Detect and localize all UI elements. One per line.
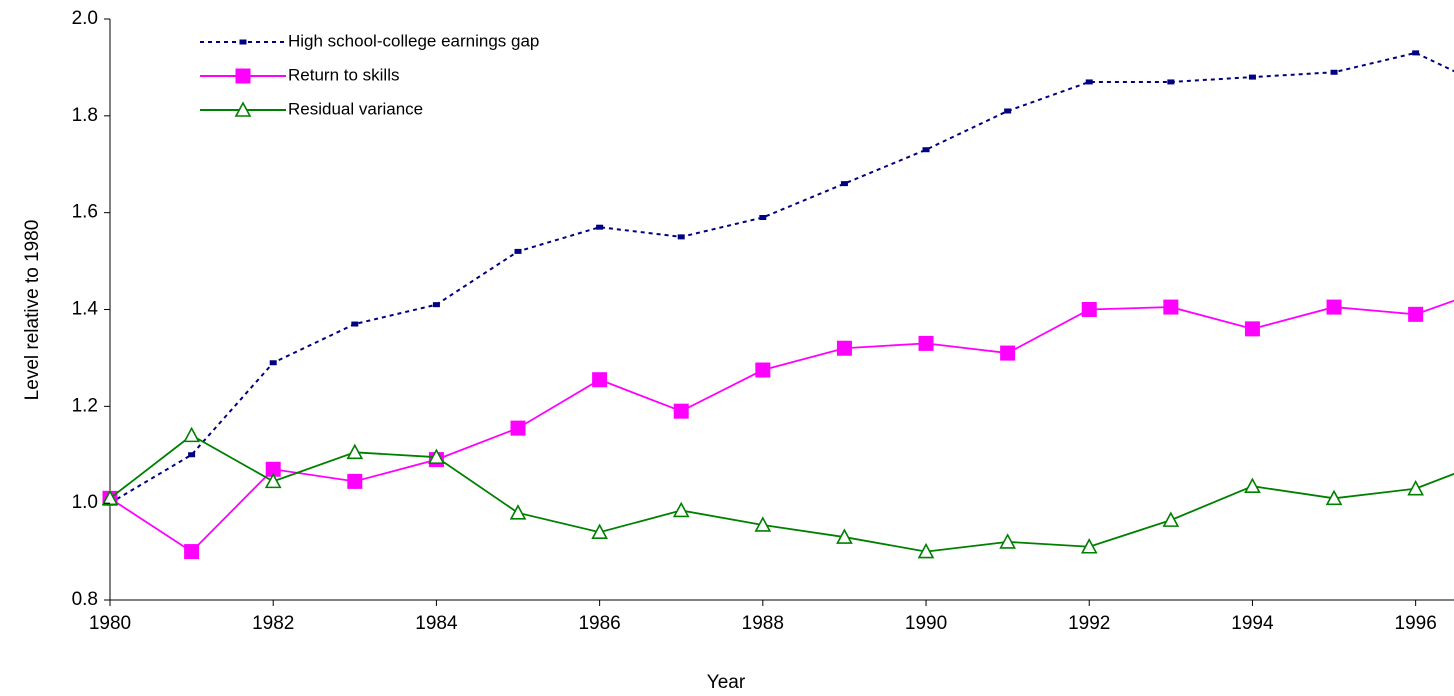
marker bbox=[432, 302, 440, 308]
series-line bbox=[109, 51, 1454, 505]
y-tick-label: 1.4 bbox=[72, 299, 99, 320]
marker bbox=[514, 248, 522, 254]
legend-marker bbox=[234, 101, 252, 117]
marker bbox=[836, 528, 853, 544]
y-axis-label: Level relative to 1980 bbox=[22, 220, 43, 401]
marker bbox=[510, 420, 526, 436]
marker bbox=[428, 448, 445, 464]
marker bbox=[183, 426, 200, 443]
marker bbox=[1407, 479, 1424, 496]
marker bbox=[1163, 299, 1179, 315]
legend-marker bbox=[239, 39, 247, 45]
marker bbox=[922, 147, 930, 153]
marker bbox=[999, 533, 1016, 549]
marker bbox=[1162, 511, 1180, 527]
marker bbox=[1412, 50, 1420, 56]
marker bbox=[188, 452, 196, 458]
y-tick-label: 0.8 bbox=[72, 589, 98, 610]
marker bbox=[759, 215, 767, 221]
marker bbox=[1167, 79, 1175, 85]
y-tick-label: 1.8 bbox=[72, 105, 98, 126]
y-tick-label: 1.2 bbox=[72, 395, 98, 416]
legend-label: High school-college earnings gap bbox=[288, 31, 539, 50]
marker bbox=[672, 501, 690, 518]
marker bbox=[347, 473, 363, 489]
marker bbox=[1004, 108, 1012, 114]
marker bbox=[264, 472, 282, 489]
x-tick-label: 1984 bbox=[415, 613, 458, 634]
marker bbox=[1000, 345, 1016, 361]
x-tick-label: 1994 bbox=[1231, 613, 1274, 634]
marker bbox=[1080, 538, 1098, 554]
legend-label: Residual variance bbox=[288, 99, 423, 118]
marker bbox=[917, 542, 935, 559]
marker bbox=[184, 544, 200, 560]
marker bbox=[1330, 69, 1338, 75]
x-tick-label: 1992 bbox=[1068, 613, 1110, 634]
y-tick-label: 1.6 bbox=[72, 202, 98, 223]
marker bbox=[677, 234, 685, 240]
x-tick-label: 1986 bbox=[578, 613, 620, 634]
x-tick-label: 1988 bbox=[742, 613, 784, 634]
legend-label: Return to skills bbox=[288, 65, 399, 84]
x-tick-label: 1982 bbox=[252, 613, 294, 634]
marker bbox=[592, 372, 608, 388]
marker bbox=[673, 403, 689, 419]
x-tick-label: 1990 bbox=[905, 613, 947, 634]
marker bbox=[1325, 489, 1343, 506]
marker bbox=[596, 224, 604, 230]
marker bbox=[1244, 321, 1260, 337]
x-tick-label: 1996 bbox=[1395, 613, 1437, 634]
marker bbox=[1244, 477, 1261, 494]
marker bbox=[754, 516, 772, 532]
legend-marker bbox=[235, 68, 251, 84]
plot-area bbox=[101, 50, 1454, 560]
marker bbox=[351, 321, 359, 327]
marker bbox=[509, 504, 527, 520]
y-tick-label: 2.0 bbox=[72, 8, 98, 29]
x-axis-label: Year bbox=[707, 672, 746, 693]
marker bbox=[101, 489, 119, 506]
marker bbox=[1081, 302, 1097, 317]
marker bbox=[346, 443, 364, 460]
marker bbox=[840, 181, 848, 187]
marker bbox=[1085, 79, 1093, 85]
marker bbox=[1326, 299, 1342, 315]
series-line bbox=[109, 299, 1454, 553]
marker bbox=[836, 340, 852, 356]
x-tick-label: 1980 bbox=[89, 613, 131, 634]
marker bbox=[918, 335, 934, 351]
series-line bbox=[109, 434, 1454, 553]
marker bbox=[269, 360, 277, 366]
marker bbox=[1408, 306, 1424, 322]
marker bbox=[1248, 74, 1256, 80]
marker bbox=[755, 362, 771, 378]
marker bbox=[591, 523, 608, 540]
y-tick-label: 1.0 bbox=[72, 492, 98, 513]
